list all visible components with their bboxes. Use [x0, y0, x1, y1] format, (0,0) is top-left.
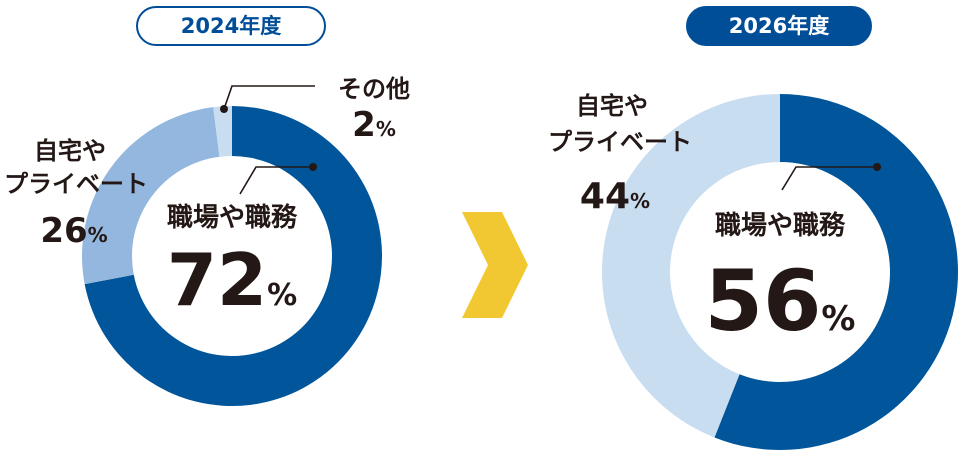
year-badge-2026: 2026年度 — [686, 6, 872, 46]
donut-slice-work-2024 — [84, 106, 382, 407]
home-value-unit-2024: % — [88, 223, 108, 247]
center-label-2024: 職場や職務 — [167, 203, 298, 233]
center-value-unit-2024: % — [267, 278, 297, 313]
donut-chart-2026 — [601, 94, 958, 450]
donut-slice-home-2026 — [601, 94, 780, 438]
other-value-number-2024: 2 — [352, 105, 376, 145]
center-value-unit-2026: % — [821, 299, 855, 339]
donut-slice-home-2024 — [81, 107, 220, 285]
center-value-number-2026: 56 — [705, 252, 822, 350]
home-value-number-2026: 44 — [580, 176, 630, 217]
other-value-2024: 2% — [352, 105, 396, 145]
center-label-2026: 職場や職務 — [715, 211, 846, 241]
year-badge-2024: 2024年度 — [136, 6, 326, 46]
home-value-number-2024: 26 — [40, 211, 87, 251]
other-value-unit-2024: % — [376, 117, 396, 141]
home-value-unit-2026: % — [630, 189, 650, 213]
home-label-line1-2026: 自宅や — [576, 92, 648, 120]
home-label-line1-2024: 自宅や — [34, 137, 106, 165]
donut-slice-other-2024 — [213, 106, 232, 157]
other-label-2024: その他 — [338, 75, 410, 103]
leader-line-work-2024 — [239, 166, 313, 195]
home-label-line2-2024: プライベート — [4, 170, 148, 198]
donut-slice-work-2026 — [714, 94, 958, 450]
leader-dot-work-2024 — [309, 163, 317, 171]
donut-chart-2024 — [81, 106, 382, 407]
center-value-2026: 56% — [705, 252, 856, 350]
leader-line-work-2026 — [781, 166, 877, 191]
center-value-2024: 72% — [167, 238, 297, 322]
arrow-chevron — [462, 212, 528, 318]
home-value-2024: 26% — [40, 211, 107, 251]
leader-dot-other-2024 — [220, 105, 228, 113]
center-value-number-2024: 72 — [167, 238, 267, 322]
home-value-2026: 44% — [580, 176, 650, 217]
leader-dot-work-2026 — [873, 163, 881, 171]
home-label-line2-2026: プライベート — [548, 128, 692, 156]
leader-line-other-2024 — [223, 85, 315, 110]
